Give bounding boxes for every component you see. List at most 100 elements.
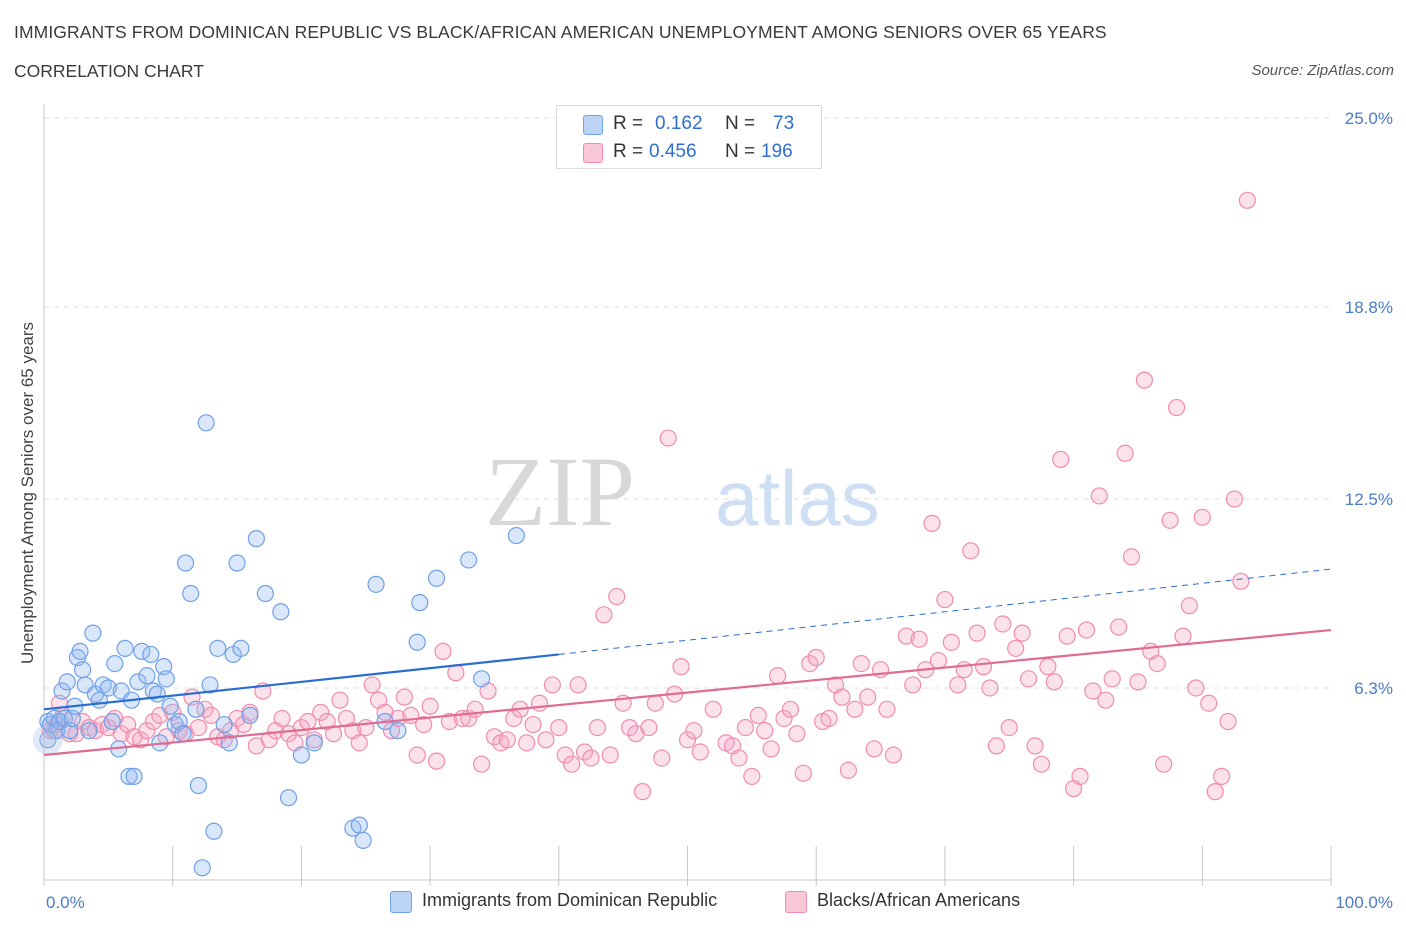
data-point-dominican (279, 789, 298, 807)
data-point-dominican (220, 734, 238, 752)
data-point-blacks (563, 755, 581, 773)
data-point-dominican (133, 642, 151, 661)
data-point-blacks (839, 761, 857, 779)
data-point-blacks (1026, 737, 1044, 755)
data-point-blacks (852, 654, 870, 673)
data-point-blacks (878, 700, 896, 718)
data-point-blacks (929, 651, 948, 670)
legend-r-label: R = (613, 113, 644, 134)
data-point-blacks (685, 722, 703, 740)
data-point-blacks (202, 706, 220, 725)
data-point-dominican (228, 554, 246, 572)
legend-r-value: 0.162 (655, 113, 703, 134)
data-point-blacks (833, 688, 851, 706)
data-point-blacks (472, 755, 491, 773)
data-point-blacks (672, 658, 690, 676)
data-point-blacks (1180, 597, 1199, 615)
data-point-blacks (324, 725, 343, 743)
data-point-blacks (1052, 450, 1070, 468)
data-point-blacks (1071, 767, 1089, 785)
y-tick-label: 6.3% (1354, 679, 1393, 698)
data-point-blacks (936, 590, 954, 609)
data-point-blacks (775, 709, 793, 728)
data-point-blacks (659, 429, 677, 447)
data-point-blacks (1174, 627, 1192, 645)
legend-label-dominican: Immigrants from Dominican Republic (422, 890, 718, 910)
data-point-dominican (189, 776, 208, 795)
data-point-blacks (987, 737, 1005, 755)
data-point-dominican (193, 859, 211, 877)
data-point-blacks (312, 703, 330, 721)
data-point-dominican (142, 645, 160, 664)
data-point-dominican (129, 673, 147, 691)
trend-line-dominican-extension (558, 568, 1332, 655)
data-point-blacks (440, 712, 459, 731)
data-point-blacks (1097, 691, 1115, 709)
data-point-blacks (273, 709, 291, 728)
data-point-dominican (125, 767, 143, 785)
data-point-dominican (157, 670, 175, 688)
y-tick-label: 12.5% (1345, 490, 1393, 509)
data-point-blacks (1090, 487, 1108, 505)
data-point-blacks (415, 715, 433, 734)
data-point-blacks (788, 725, 806, 743)
data-point-blacks (1058, 627, 1076, 645)
legend-n-label: N = (725, 141, 756, 162)
y-axis-label: Unemployment Among Seniors over 65 years (18, 322, 37, 664)
data-point-blacks (865, 740, 883, 758)
data-point-blacks (1084, 682, 1102, 700)
data-point-blacks (781, 700, 800, 718)
data-point-dominican (58, 673, 76, 691)
legend-n-label: N = (725, 113, 756, 134)
data-point-blacks (704, 700, 722, 718)
data-point-blacks (691, 743, 709, 761)
data-point-dominican (389, 722, 407, 740)
data-point-blacks (215, 731, 233, 749)
data-point-blacks (910, 630, 928, 648)
data-point-blacks (74, 712, 92, 731)
x-tick-label: 0.0% (46, 893, 85, 912)
data-point-dominican (53, 682, 71, 700)
data-point-dominican (460, 551, 478, 569)
legend-r-value: 0.456 (649, 141, 697, 162)
data-point-blacks (608, 587, 626, 606)
data-point-blacks (131, 731, 150, 749)
y-tick-label: 18.8% (1345, 298, 1393, 317)
data-point-dominican (201, 676, 219, 694)
data-point-blacks (357, 718, 375, 737)
chart-subtitle: CORRELATION CHART (14, 61, 204, 81)
data-point-blacks (601, 746, 619, 764)
y-tick-label: 25.0% (1345, 109, 1393, 128)
legend-n-value: 196 (761, 141, 793, 162)
data-point-blacks (884, 746, 903, 764)
data-point-blacks (537, 731, 555, 749)
data-point-blacks (389, 709, 407, 728)
data-point-blacks (595, 606, 613, 624)
legend-r-label: R = (613, 141, 644, 162)
data-point-blacks (292, 718, 310, 737)
data-point-blacks (846, 700, 864, 718)
data-point-blacks (569, 676, 587, 694)
data-point-dominican (354, 831, 372, 849)
data-point-blacks (408, 746, 426, 764)
data-point-dominican (99, 679, 117, 697)
data-point-blacks (1000, 718, 1018, 737)
data-point-blacks (678, 731, 697, 749)
data-point-dominican (241, 706, 259, 725)
data-point-blacks (897, 627, 915, 645)
data-point-blacks (1148, 654, 1166, 673)
data-point-blacks (485, 728, 504, 746)
data-point-dominican (256, 584, 274, 603)
legend-row-blacks: R = 0.456 N = 196 (557, 138, 821, 166)
data-point-blacks (646, 694, 664, 712)
data-point-blacks (1193, 508, 1211, 526)
data-point-dominican (247, 530, 265, 548)
data-point-blacks (421, 697, 439, 715)
data-point-blacks (807, 648, 825, 667)
watermark-zip: ZIP (485, 436, 635, 547)
data-point-blacks (942, 633, 960, 651)
data-point-blacks (653, 749, 671, 767)
data-point-dominican (408, 633, 426, 651)
data-point-dominican (120, 767, 138, 785)
